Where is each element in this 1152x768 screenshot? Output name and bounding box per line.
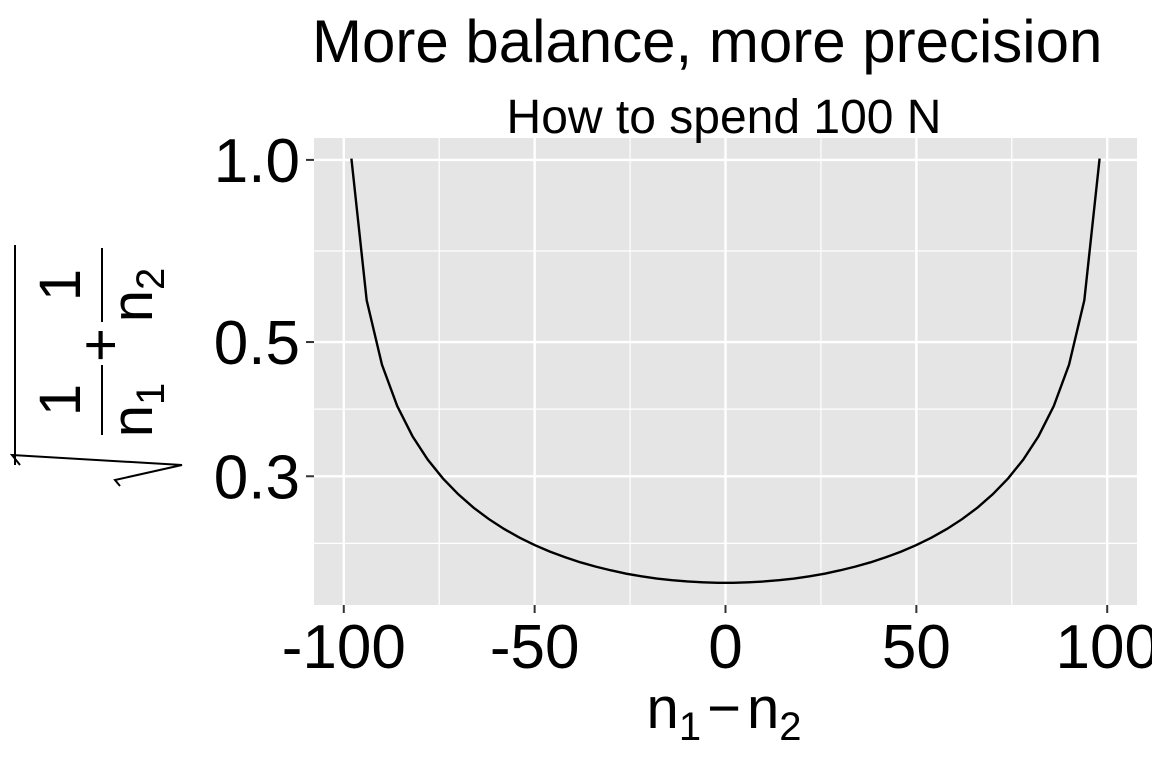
y-label-part: n: [100, 405, 165, 437]
y-label-part: n: [100, 290, 165, 322]
x-tick-label: -100: [282, 613, 406, 682]
y-label-part: +: [68, 328, 133, 362]
sqrt-sign: [9, 453, 183, 487]
data-line: [350, 158, 1101, 585]
y-tick-label: 1.0: [214, 127, 300, 196]
x-axis-title: n1− n2: [647, 676, 802, 749]
x-tick-label: -50: [490, 613, 580, 682]
y-tick-label: 0.5: [214, 309, 300, 378]
y-label-part: 2: [129, 268, 173, 290]
grid: [314, 138, 1137, 605]
x-tick-label: 100: [1055, 613, 1152, 682]
x-label-part: 2: [779, 705, 801, 749]
x-label-part: n: [747, 676, 779, 741]
x-label-part: −: [707, 676, 741, 741]
y-label-part: n2: [100, 268, 173, 323]
y-tick-label: 0.3: [214, 443, 300, 512]
y-label-part: n1: [100, 383, 173, 438]
y-label-part: 1: [28, 384, 93, 416]
y-label-part: 1: [28, 269, 93, 301]
x-tick-label: 50: [882, 613, 951, 682]
x-tick-label: 0: [708, 613, 742, 682]
y-axis-title: 1 n1 + 1 n2: [9, 245, 183, 487]
y-label-part: 1: [129, 383, 173, 405]
chart-title: More balance, more precision: [312, 8, 1102, 75]
x-label-part: 1: [679, 705, 701, 749]
chart-subtitle: How to spend 100 N: [507, 91, 942, 144]
x-label-part: n: [647, 676, 679, 741]
